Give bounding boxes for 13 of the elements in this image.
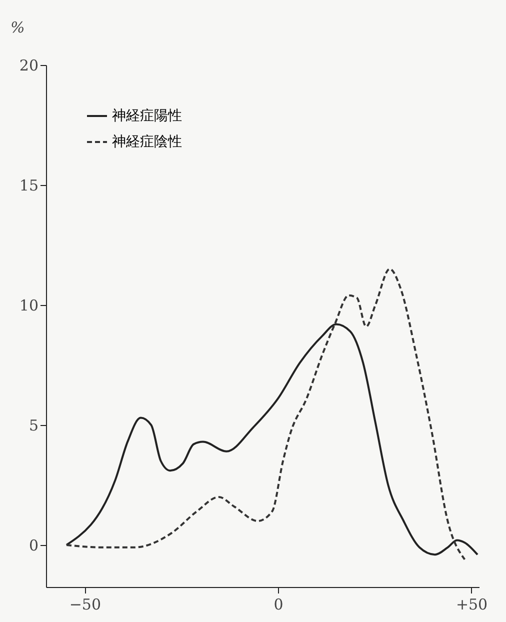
line-series xyxy=(65,323,478,556)
x-tick-label: 0 xyxy=(274,596,284,614)
y-tick-label: 20 xyxy=(19,56,38,74)
y-tick-label: 0 xyxy=(28,536,38,554)
y-axis-title: % xyxy=(10,18,25,36)
y-tick-label: 15 xyxy=(19,176,38,194)
y-tick-label: 10 xyxy=(19,296,38,314)
legend-label: 神経症陽性 xyxy=(112,108,182,124)
x-tick-label: −50 xyxy=(69,596,101,614)
x-tick-label: +50 xyxy=(456,596,488,614)
legend-label: 神経症陰性 xyxy=(112,134,182,150)
y-tick-label: 5 xyxy=(28,416,38,434)
line-series xyxy=(65,268,466,560)
